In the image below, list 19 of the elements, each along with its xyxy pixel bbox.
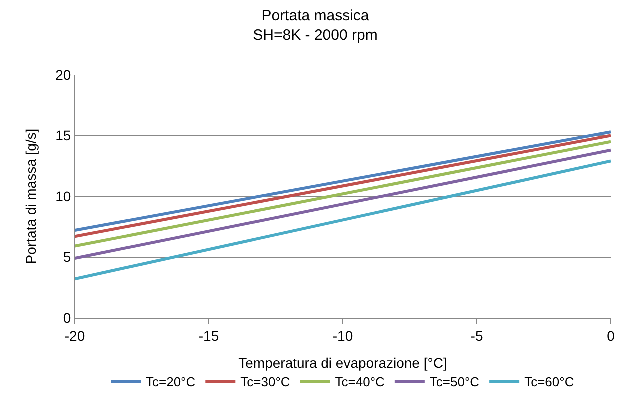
- legend-label: Tc=60°C: [524, 374, 574, 390]
- y-tick-label: 0: [63, 310, 72, 326]
- y-tick-label: 10: [56, 188, 72, 204]
- legend-label: Tc=30°C: [240, 374, 290, 390]
- x-tick-label: -10: [332, 328, 354, 344]
- x-tick-label: 0: [607, 328, 616, 344]
- chart-subtitle: SH=8K - 2000 rpm: [253, 26, 378, 44]
- x-tick-label: -15: [198, 328, 220, 344]
- y-axis-title: Portata di massa [g/s]: [23, 128, 40, 264]
- y-tick-label: 15: [56, 128, 72, 144]
- legend-label: Tc=20°C: [146, 374, 196, 390]
- chart-title: Portata massica: [262, 7, 370, 24]
- legend-label: Tc=40°C: [335, 374, 385, 390]
- y-tick-label: 5: [63, 249, 72, 266]
- x-tick-label: -20: [64, 328, 86, 344]
- x-axis-title: Temperatura di evaporazione [°C]: [238, 355, 448, 372]
- legend-label: Tc=50°C: [430, 374, 480, 390]
- x-tick-label: -5: [470, 328, 484, 344]
- y-tick-label: 20: [56, 66, 72, 83]
